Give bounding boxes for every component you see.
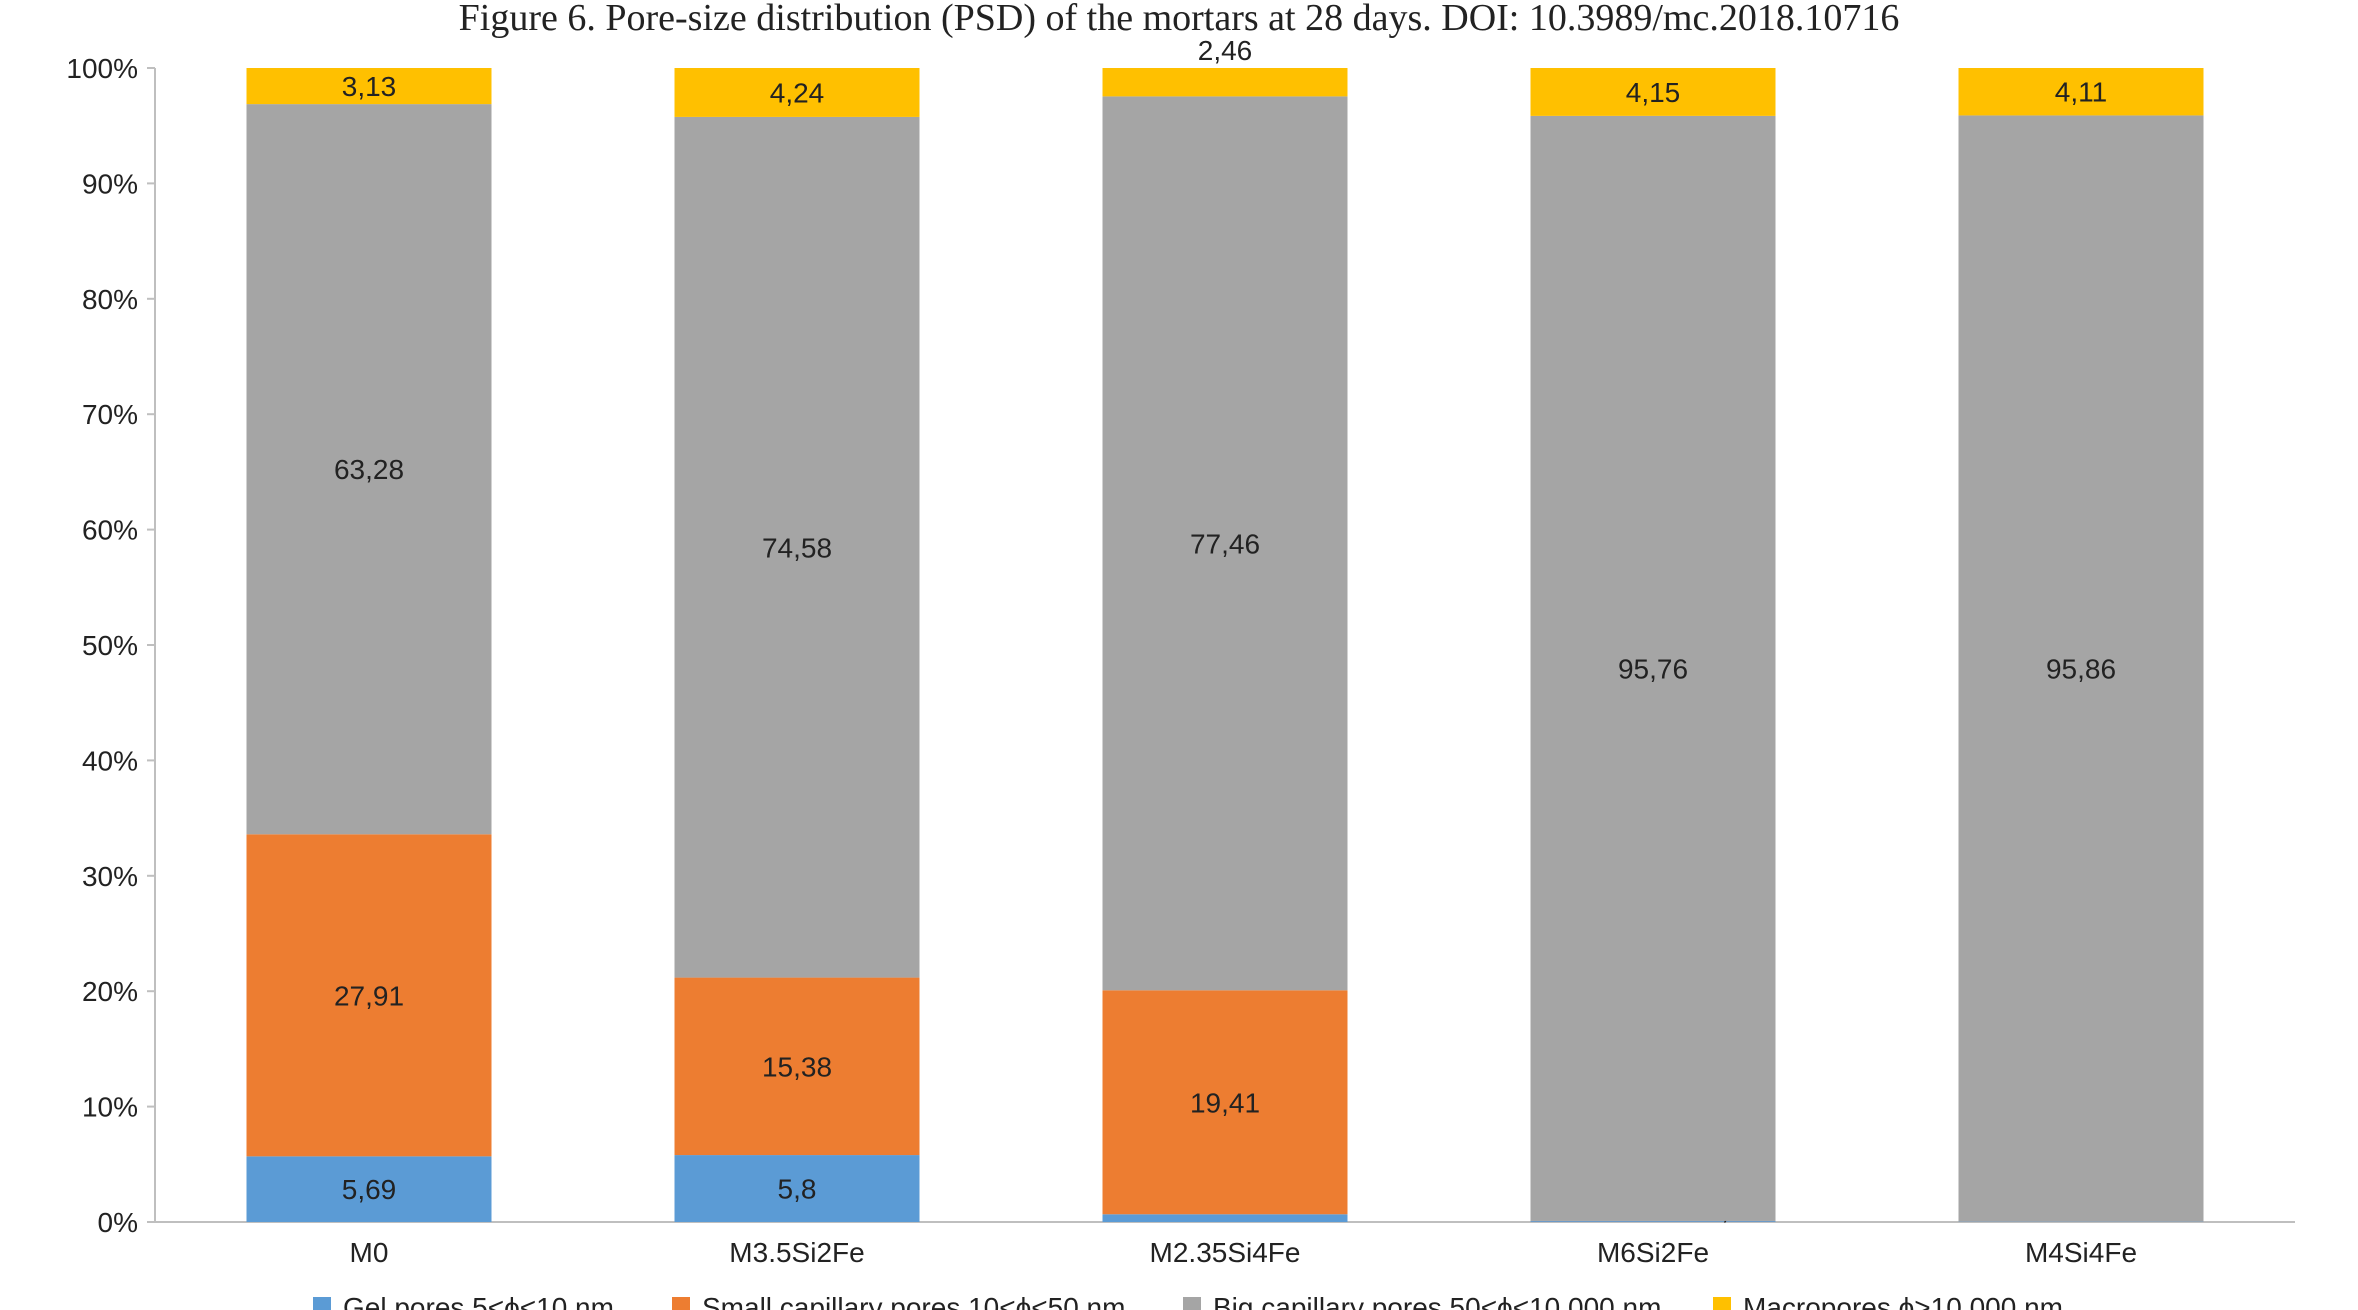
x-tick-label: M3.5Si2Fe <box>729 1237 864 1268</box>
x-tick-label: M6Si2Fe <box>1597 1237 1709 1268</box>
y-tick-label: 30% <box>82 861 138 892</box>
x-tick-label: M4Si4Fe <box>2025 1237 2137 1268</box>
figure-label: Figure 6. <box>459 0 596 39</box>
axes: 0% 10% 20% 30% 40% 50% 60% 70% 80% 90% 100% <box>66 53 2295 1238</box>
legend-label: Gel pores 5<ϕ<10 nm <box>343 1292 614 1310</box>
data-label: 3,13 <box>342 71 397 102</box>
bar-segment <box>674 977 920 1156</box>
data-label: 4,11 <box>2055 77 2107 108</box>
y-tick-label: 40% <box>82 745 138 776</box>
y-tick-label: 0% <box>98 1207 138 1238</box>
y-tick-label: 90% <box>82 168 138 199</box>
legend-swatch <box>1183 1297 1201 1310</box>
data-label: 5,8 <box>778 1174 817 1205</box>
legend-label: Big capillary pores 50<ϕ<10.000 nm <box>1213 1292 1661 1310</box>
legend-swatch <box>313 1297 331 1310</box>
data-label: 95,86 <box>2046 654 2116 685</box>
y-tick-label: 20% <box>82 976 138 1007</box>
bar-segment <box>1102 1214 1348 1222</box>
bar-segment <box>1958 68 2204 116</box>
bar-segment <box>674 116 920 978</box>
bar-segment <box>246 1156 492 1222</box>
bar-segment <box>1102 96 1348 991</box>
bar-segment <box>674 1155 920 1222</box>
y-tick-label: 60% <box>82 515 138 546</box>
y-tick-label: 100% <box>66 53 138 84</box>
data-label: 4,24 <box>770 77 825 108</box>
bar-segment <box>246 68 492 105</box>
bar-segment <box>1530 1221 1776 1222</box>
y-tick-label: 80% <box>82 284 138 315</box>
data-label: 19,41 <box>1190 1087 1260 1118</box>
y-tick-label: 10% <box>82 1092 138 1123</box>
bar-segment <box>1530 68 1776 116</box>
caption-text: Pore-size distribution (PSD) of the mort… <box>605 0 1899 39</box>
bars: 5,69 27,91 63,28 3,13 M0 5,8 15,38 74,58 4,24 M3.… <box>246 35 2204 1268</box>
bar-segment <box>674 68 920 117</box>
bar-segment <box>1958 115 2204 1222</box>
data-label: 95,76 <box>1618 653 1688 684</box>
bar-segment <box>1102 990 1348 1215</box>
legend: Gel pores 5<ϕ<10 nm Small capillary pores… <box>313 1292 2063 1310</box>
data-label: 4,15 <box>1626 77 1681 108</box>
legend-label: Small capillary pores 10<ϕ<50 nm <box>702 1292 1125 1310</box>
bar-segment <box>1102 68 1348 97</box>
bar-segment <box>246 104 492 835</box>
data-label: 63,28 <box>334 454 404 485</box>
y-tick-label: 70% <box>82 399 138 430</box>
figure-caption: Figure 6. Pore-size distribution (PSD) o… <box>459 0 1900 39</box>
data-label: 2,46 <box>1198 35 1253 66</box>
legend-swatch <box>672 1297 690 1310</box>
bar-segment <box>1530 115 1776 1221</box>
legend-swatch <box>1713 1297 1731 1310</box>
data-label: 27,91 <box>334 980 404 1011</box>
y-tick-label: 50% <box>82 630 138 661</box>
x-tick-label: M0 <box>350 1237 389 1268</box>
data-label: 15,38 <box>762 1051 832 1082</box>
x-tick-label: M2.35Si4Fe <box>1150 1237 1301 1268</box>
legend-label: Macropores ϕ>10.000 nm <box>1743 1292 2063 1310</box>
data-label: 5,69 <box>342 1174 397 1205</box>
data-label: 77,46 <box>1190 528 1260 559</box>
data-label: 74,58 <box>762 532 832 563</box>
bar-segment <box>246 834 492 1157</box>
